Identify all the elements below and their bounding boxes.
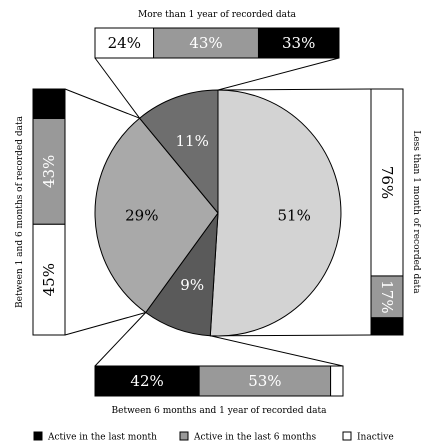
bar-segment-label: 43% (40, 155, 58, 188)
legend: Active in the last month Active in the la… (33, 431, 394, 443)
pie-slice-label: 11% (176, 132, 209, 150)
bar-segment-label: 53% (248, 372, 281, 390)
connector-line (64, 88, 140, 119)
bar-outline (94, 27, 340, 59)
bar-segment-inactive (330, 365, 344, 397)
connector-line (94, 57, 141, 119)
bar-segment-label: 45% (40, 263, 58, 296)
bar-segment-label: 24% (108, 34, 141, 52)
breakdown-title: Between 6 months and 1 year of recorded … (112, 406, 328, 416)
connector-line (217, 88, 372, 91)
bar-segment-label: 76% (378, 166, 396, 199)
connector-line (210, 335, 344, 367)
legend-item-active-month: Active in the last month (33, 431, 157, 443)
legend-label: Active in the last 6 months (193, 433, 317, 443)
pie-slice-more-1y (138, 89, 219, 215)
legend-label: Active in the last month (47, 433, 157, 443)
breakdown-bars: 24% 43% 33% More than 1 year of recorded da… (15, 10, 421, 416)
breakdown-1m-6m: 43% 45% Between 1 and 6 months of recorded… (15, 88, 66, 336)
connector-line (210, 334, 372, 337)
bar-outline (94, 365, 344, 397)
bar-segment-active-6m (198, 365, 332, 397)
bar-segment-label: 43% (189, 34, 222, 52)
bar-segment-label: 17% (378, 280, 396, 313)
breakdown-6m-1y: 42% 53% Between 6 months and 1 year of rec… (94, 365, 344, 416)
bar-segment-label: 33% (282, 34, 315, 52)
bar-segment-active-6m (32, 118, 66, 225)
bar-outline (32, 88, 66, 336)
legend-swatch (33, 431, 43, 441)
breakdown-title: Between 1 and 6 months of recorded data (15, 115, 25, 308)
bar-outline (370, 88, 404, 336)
legend-item-active-6m: Active in the last 6 months (179, 431, 317, 443)
bar-segment-inactive (32, 223, 66, 336)
breakdown-title: More than 1 year of recorded data (138, 10, 297, 20)
bar-segment-label: 42% (130, 372, 163, 390)
legend-item-inactive: Inactive (342, 431, 394, 443)
pie-slice-label: 29% (125, 206, 158, 224)
pie-slice-1m-6m (94, 117, 219, 314)
connector-lines (64, 57, 372, 367)
connector-line (64, 312, 146, 336)
connector-line (94, 312, 147, 367)
pie-slice-label: 9% (180, 276, 204, 294)
breakdown-less-1-month: 76% 17% Less than 1 month of recorded data (370, 88, 421, 336)
legend-swatch (179, 431, 189, 441)
breakdown-title: Less than 1 month of recorded data (411, 130, 421, 294)
pie-slice-label: 51% (278, 206, 311, 224)
bar-segment-active-6m (370, 275, 404, 319)
bar-segment-active-month (32, 88, 66, 120)
connector-line (217, 57, 340, 91)
legend-swatch (342, 431, 352, 441)
breakdown-more-1y: 24% 43% 33% More than 1 year of recorded da… (94, 10, 340, 59)
bar-segment-active-month (370, 317, 404, 336)
legend-label: Inactive (357, 433, 394, 443)
pie-chart: 51% 9% 29% 11% (94, 89, 342, 337)
pie-slice-less-1-month (209, 89, 342, 337)
